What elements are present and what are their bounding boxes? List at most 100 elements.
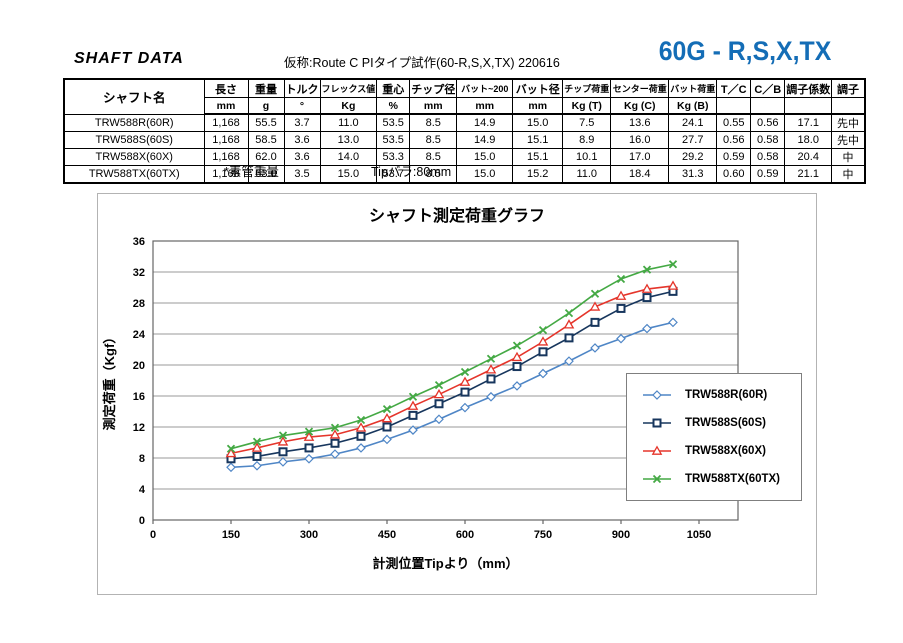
y-tick-label: 36 <box>133 236 145 248</box>
column-unit: mm <box>456 97 514 115</box>
value-cell: 0.59 <box>716 148 752 166</box>
legend-label: TRW588R(60R) <box>685 389 768 401</box>
shaft-name-cell: TRW588S(60S) <box>63 131 205 149</box>
legend-item: TRW588TX(60TX) <box>641 472 801 486</box>
value-cell: 14.9 <box>456 131 514 149</box>
column-unit: g <box>247 97 285 115</box>
column-header: T／C <box>716 78 752 98</box>
table-row: TRW588R(60R) 1,168 55.5 3.7 11.0 53.5 8.5 14.9 1… <box>63 113 866 132</box>
table-body: TRW588R(60R) 1,168 55.5 3.7 11.0 53.5 8.5 14.9 1… <box>63 113 866 184</box>
value-cell: 14.0 <box>319 148 378 166</box>
column-unit: mm <box>512 97 564 115</box>
value-cell: 58.5 <box>247 131 285 149</box>
column-header-shaft-name: シャフト名 <box>63 78 205 115</box>
x-tick-label: 600 <box>456 529 474 541</box>
value-cell: 31.3 <box>668 165 718 184</box>
spec-subtitle: 仮称:Route C PIタイプ試作(60-R,S,X,TX) 220616 <box>284 56 560 70</box>
value-cell: 15.1 <box>512 148 564 166</box>
series-TRW588S(60S) <box>226 286 678 464</box>
x-tick-label: 150 <box>222 529 240 541</box>
y-tick-label: 12 <box>133 422 145 434</box>
column-header: バット~200 <box>456 78 514 98</box>
value-cell: 53.5 <box>376 113 411 132</box>
footnote-tip-balance: Tipバラ:80mm <box>371 165 452 179</box>
value-cell: 29.2 <box>668 148 718 166</box>
column-unit: Kg (B) <box>668 97 718 115</box>
value-cell: 63.0 <box>247 165 285 184</box>
value-cell: 0.55 <box>716 113 752 132</box>
series-TRW588R(60R) <box>226 317 678 473</box>
value-cell: 0.56 <box>750 113 786 132</box>
value-cell: 53.3 <box>376 148 411 166</box>
value-cell: 18.4 <box>610 165 670 184</box>
column-unit: mm <box>409 97 458 115</box>
column-unit: Kg (T) <box>562 97 612 115</box>
column-unit <box>750 97 786 115</box>
legend-marker-triangle-icon <box>643 445 671 455</box>
value-cell: 15.0 <box>512 113 564 132</box>
value-cell: 55.5 <box>247 113 285 132</box>
column-header: バット径 <box>512 78 564 98</box>
chart-svg: 0 150 300 450 600 750 900 1050 0 4 8 12 16 20 24 28 32 36… <box>102 236 739 571</box>
value-cell: 7.5 <box>562 113 612 132</box>
value-cell: 3.7 <box>283 113 321 132</box>
value-cell: 14.9 <box>456 113 514 132</box>
x-tick-label: 300 <box>300 529 318 541</box>
value-cell: 53.5 <box>376 131 411 149</box>
column-unit <box>784 97 833 115</box>
value-cell: 8.5 <box>409 148 458 166</box>
legend-marker-x-icon <box>643 474 671 484</box>
value-cell: 15.1 <box>512 131 564 149</box>
column-header: バット荷重 <box>668 78 718 98</box>
y-tick-label: 4 <box>139 484 146 496</box>
x-tick-label: 0 <box>150 529 156 541</box>
value-cell: 20.4 <box>784 148 833 166</box>
value-cell: 10.1 <box>562 148 612 166</box>
column-unit: mm <box>203 97 249 115</box>
product-title: 60G - R,S,X,TX <box>658 36 832 66</box>
value-cell: 3.6 <box>283 148 321 166</box>
x-tick-label: 750 <box>534 529 552 541</box>
y-tick-label: 32 <box>133 267 145 279</box>
column-header: フレックス値 <box>319 78 378 98</box>
y-tick-label: 28 <box>133 298 145 310</box>
value-cell: 18.0 <box>784 131 833 149</box>
value-cell: 15.2 <box>512 165 564 184</box>
column-header: チップ径 <box>409 78 458 98</box>
value-cell: 中 <box>831 148 866 166</box>
y-tick-label: 16 <box>133 391 145 403</box>
chart-legend: TRW588R(60R) TRW588S(60S) TRW588X(60X) TRW5… <box>626 373 802 501</box>
x-tick-label: 450 <box>378 529 396 541</box>
value-cell: 27.7 <box>668 131 718 149</box>
value-cell: 8.5 <box>409 131 458 149</box>
value-cell: 0.56 <box>716 131 752 149</box>
value-cell: 1,168 <box>203 131 249 149</box>
column-unit: Kg <box>319 97 378 115</box>
value-cell: 15.0 <box>456 148 514 166</box>
table-row: TRW588TX(60TX) 1,168 63.0 3.5 15.0 53.7 8.5 15.… <box>63 165 866 184</box>
column-unit: ° <box>283 97 321 115</box>
series-TRW588TX(60TX) <box>226 260 678 453</box>
value-cell: 17.0 <box>610 148 670 166</box>
x-axis-ticks: 0 150 300 450 600 750 900 1050 <box>150 520 711 541</box>
value-cell: 8.5 <box>409 165 458 184</box>
legend-marker-diamond-icon <box>643 390 671 400</box>
table-row: TRW588X(60X) 1,168 62.0 3.6 14.0 53.3 8.5 15.0 1… <box>63 148 866 166</box>
legend-item: TRW588R(60R) <box>641 388 801 402</box>
value-cell: 0.58 <box>750 131 786 149</box>
value-cell: 0.58 <box>750 148 786 166</box>
value-cell: 21.1 <box>784 165 833 184</box>
legend-label: TRW588S(60S) <box>685 417 766 429</box>
column-unit: Kg (C) <box>610 97 670 115</box>
value-cell: 先中 <box>831 113 866 132</box>
legend-label: TRW588TX(60TX) <box>685 473 781 485</box>
shaft-table: シャフト名 長さ 重量 トルク フレックス値 重心 チップ径 バット~200 バット径 チップ荷重… <box>63 78 866 184</box>
value-cell: 0.60 <box>716 165 752 184</box>
value-cell: 24.1 <box>668 113 718 132</box>
column-header: 重心 <box>376 78 411 98</box>
x-axis-title: 計測位置Tipより（mm） <box>372 556 518 571</box>
column-header: トルク <box>283 78 321 98</box>
column-unit <box>716 97 752 115</box>
value-cell: 13.6 <box>610 113 670 132</box>
